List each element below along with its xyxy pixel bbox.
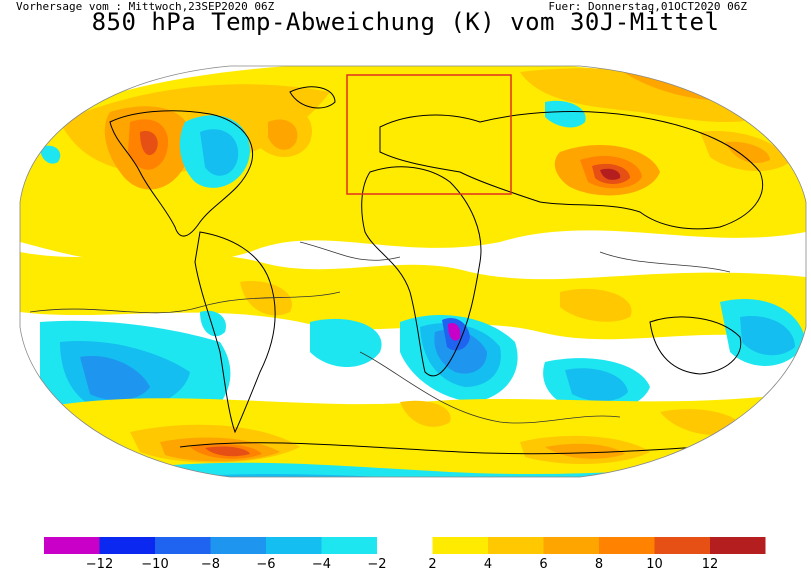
legend-tick-label: −10 [141,557,168,571]
australia-coast [649,316,742,375]
south-america-coast [194,231,276,434]
legend-swatch [377,537,433,554]
anomaly-map [0,52,811,492]
map-title: 850 hPa Temp-Abweichung (K) vom 30J-Mitt… [91,8,720,36]
cold-region [310,318,382,367]
africa-coast [361,166,482,377]
legend-swatch [44,537,100,554]
europe-focus-box [346,74,512,195]
warm-region [600,168,621,180]
legend-tick-label: 12 [702,557,719,571]
warm-region [140,131,158,156]
legend-swatch [710,537,766,554]
cold-region [545,100,586,128]
greenland-coast [289,86,336,109]
legend-swatch [155,537,211,554]
legend-tick-label: 10 [646,557,663,571]
legend-tick-label: −12 [86,557,113,571]
legend-tick-label: −8 [201,557,220,571]
legend-swatch [488,537,544,554]
cold-region [200,310,226,337]
warm-region [400,400,451,427]
legend-swatch [99,537,155,554]
legend-swatch [599,537,655,554]
warm-region [268,119,298,150]
cold-region [565,368,628,402]
legend-tick-label: −4 [312,557,331,571]
warm-region [520,68,780,122]
contour-line [599,251,731,273]
color-legend: −12 −10 −8 −6 −4 −2 2 4 6 8 10 12 [0,532,811,572]
cold-region [20,462,806,477]
coastlines [109,86,764,455]
legend-tick-label: −2 [367,557,386,571]
antarctica-coast [179,442,741,455]
warm-region [545,443,625,459]
legend-tick-label: 8 [595,557,603,571]
cold-region [80,356,150,401]
legend-swatch [210,537,266,554]
cold-region [740,316,795,356]
contour-line [359,351,621,424]
legend-svg: −12 −10 −8 −6 −4 −2 2 4 6 8 10 12 [44,537,766,572]
legend-tick-label: 6 [539,557,547,571]
forecast-valid-time: Fuer: Donnerstag,01OCT2020 06Z [548,0,747,13]
warm-region [725,141,770,163]
legend-tick-label: −6 [256,557,275,571]
legend-tick-label: 2 [428,557,436,571]
cold-region [448,322,461,341]
warm-region [560,288,632,322]
contour-line [299,241,401,261]
legend-swatch [654,537,710,554]
forecast-init-time: Vorhersage vom : Mittwoch,23SEP2020 06Z [16,0,275,13]
cold-region [40,145,61,164]
map-field [20,66,806,477]
contour-line [29,291,341,314]
legend-swatch [543,537,599,554]
eurasia-coast [379,111,764,230]
globe-outline [19,65,807,478]
contour-lines [29,241,731,424]
legend-tick-label: 4 [484,557,492,571]
legend-swatch [432,537,488,554]
warm-region [205,446,250,457]
north-america-coast [109,110,254,237]
cold-region [200,129,239,176]
legend-swatch [321,537,377,554]
anomaly-map-svg [19,65,807,478]
legend-swatch [266,537,322,554]
